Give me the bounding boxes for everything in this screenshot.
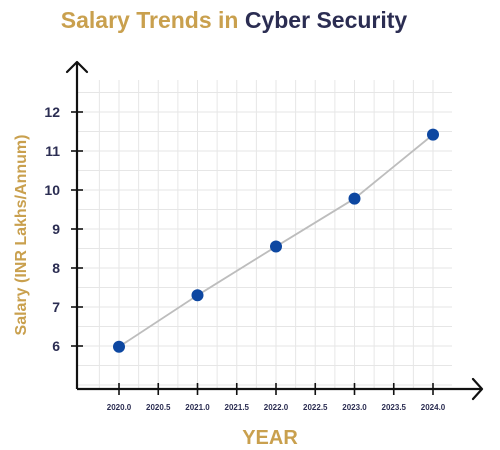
y-tick-label: 8 [52, 260, 60, 276]
x-tick-label: 2022.0 [264, 403, 289, 412]
y-tick-label: 6 [52, 338, 60, 354]
x-tick-label: 2024.0 [421, 403, 446, 412]
y-axis-arrow [65, 60, 89, 74]
x-tick-label: 2020.0 [107, 403, 132, 412]
data-point [191, 289, 204, 302]
data-point [113, 340, 125, 353]
axes [65, 60, 484, 401]
data-point [427, 128, 439, 141]
y-tick-label: 10 [44, 182, 60, 198]
x-tick-label: 2023.0 [342, 403, 367, 412]
x-tick-labels: 2020.0 2020.5 2021.0 2021.5 2022.0 2022.5 2023… [107, 383, 446, 412]
x-tick-label: 2023.5 [382, 403, 407, 412]
y-tick-label: 11 [45, 143, 60, 159]
series [113, 128, 439, 353]
data-point [270, 240, 282, 253]
x-axis-arrow [471, 377, 484, 401]
y-axis-label: Salary (INR Lakhs/Annum) [13, 135, 30, 336]
x-tick-label: 2021.5 [225, 403, 250, 412]
y-tick-label: 12 [44, 104, 60, 120]
x-axis-label: YEAR [242, 427, 298, 449]
chart-title-part2: Cyber Security [245, 7, 408, 33]
x-tick-label: 2021.0 [185, 403, 210, 412]
grid [77, 80, 452, 389]
chart-title-part1: Salary Trends in [61, 7, 245, 33]
data-point [348, 192, 361, 205]
chart-title: Salary Trends in Cyber Security [61, 7, 408, 33]
x-tick-label: 2022.5 [303, 403, 328, 412]
y-tick-label: 7 [52, 299, 60, 315]
y-tick-label: 9 [52, 221, 60, 237]
y-tick-labels: 6 7 8 9 10 11 12 [44, 104, 83, 354]
x-tick-label: 2020.5 [146, 403, 171, 412]
